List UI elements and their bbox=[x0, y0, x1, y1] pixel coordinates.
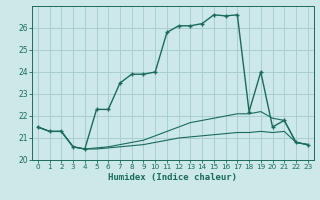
X-axis label: Humidex (Indice chaleur): Humidex (Indice chaleur) bbox=[108, 173, 237, 182]
